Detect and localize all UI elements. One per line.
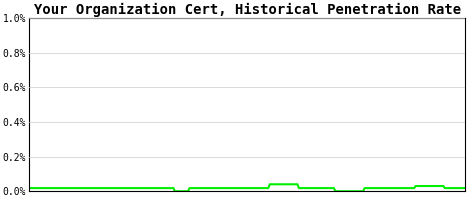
Title: Your Organization Cert, Historical Penetration Rate: Your Organization Cert, Historical Penet… [34,3,461,17]
